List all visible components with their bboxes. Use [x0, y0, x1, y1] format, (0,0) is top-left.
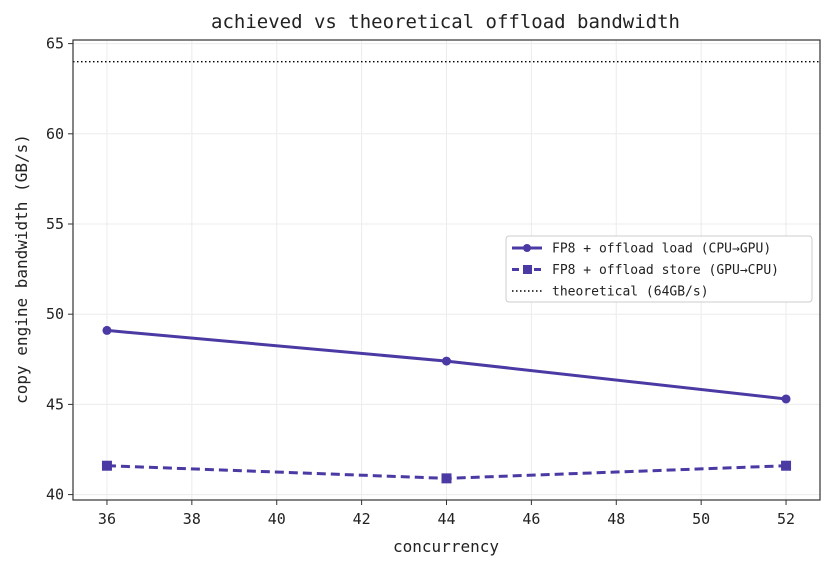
y-tick-label: 60	[46, 125, 64, 143]
y-tick-label: 40	[46, 486, 64, 504]
legend-marker	[523, 244, 531, 252]
data-point	[442, 356, 451, 366]
legend: FP8 + offload load (CPU→GPU) FP8 + offloa…	[505, 235, 813, 303]
x-tick-label: 40	[268, 510, 286, 528]
legend-label: FP8 + offload load (CPU→GPU)	[552, 242, 771, 257]
y-tick-label: 65	[46, 35, 64, 53]
x-tick-label: 36	[98, 510, 116, 528]
x-tick-label: 38	[183, 510, 201, 528]
series	[101, 325, 792, 484]
data-point	[101, 460, 112, 471]
data-point	[102, 325, 112, 335]
y-tick-label: 55	[46, 215, 64, 233]
x-tick-label: 44	[437, 510, 455, 528]
data-point	[781, 394, 791, 404]
x-tick-label: 52	[777, 510, 795, 528]
x-tick-label: 46	[522, 510, 540, 528]
legend-label: theoretical (64GB/s)	[552, 285, 709, 300]
x-tick-label: 50	[692, 510, 710, 528]
y-tick-label: 45	[46, 395, 64, 413]
data-point	[441, 473, 452, 484]
y-tick-label: 50	[46, 305, 64, 323]
legend-box	[505, 235, 813, 303]
legend-marker	[523, 265, 532, 274]
y-axis-label: copy engine bandwidth (GB/s)	[12, 134, 31, 404]
data-point	[781, 460, 792, 471]
x-tick-label: 42	[353, 510, 371, 528]
x-axis-label: concurrency	[393, 537, 499, 556]
legend-label: FP8 + offload store (GPU→CPU)	[552, 263, 779, 278]
chart-title: achieved vs theoretical offload bandwidt…	[211, 11, 680, 33]
y-axis: 40 45 50 55 60 65	[46, 35, 73, 504]
x-axis: 36 38 40 42 44 46 48 50 52	[98, 500, 795, 528]
x-tick-label: 48	[607, 510, 625, 528]
